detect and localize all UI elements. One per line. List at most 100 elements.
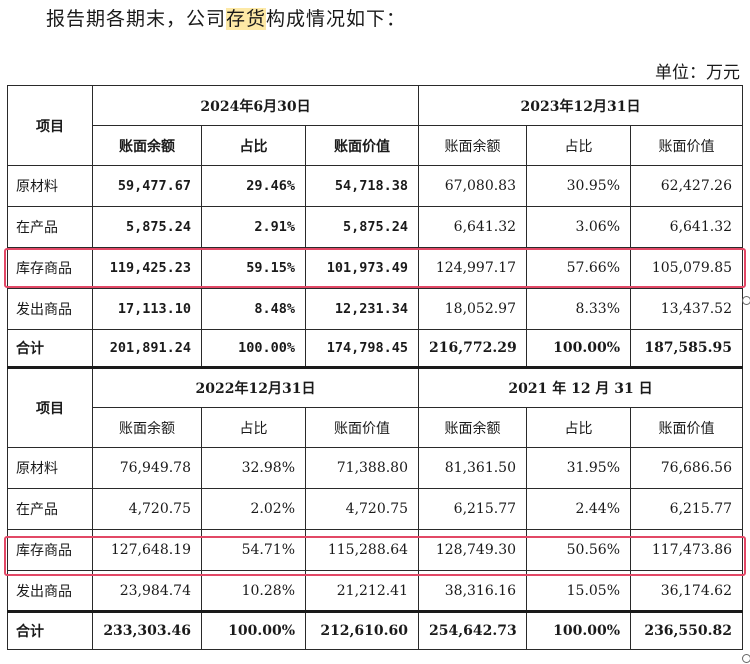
subheader-cell: 账面价值: [304, 407, 420, 448]
value-cell: 2.44%: [526, 488, 632, 530]
value-cell: 18,052.97: [418, 288, 528, 330]
period-header: 2021 年 12 月 31 日: [418, 367, 744, 408]
value-cell: 54.71%: [201, 529, 306, 571]
value-cell: 23,984.74: [92, 570, 202, 612]
subheader-cell: 占比: [201, 407, 306, 448]
value-cell: 59.15%: [201, 247, 306, 289]
subheader-cell: 账面余额: [92, 125, 202, 166]
value-cell: 71,388.80: [304, 447, 420, 489]
value-cell: 236,550.82: [630, 610, 744, 650]
value-cell: 50.56%: [526, 529, 632, 571]
value-cell: 29.46%: [201, 165, 306, 207]
value-cell: 6,215.77: [418, 488, 528, 530]
item-header: 项目: [7, 367, 93, 448]
subheader-cell: 账面价值: [630, 407, 744, 448]
value-cell: 13,437.52: [630, 288, 744, 330]
resize-handle[interactable]: [742, 296, 750, 305]
highlighted-keyword: 存货: [226, 8, 267, 30]
value-cell: 3.06%: [526, 206, 632, 248]
value-cell: 10.28%: [201, 570, 306, 612]
row-label: 发出商品: [7, 288, 93, 330]
value-cell: 36,174.62: [630, 570, 744, 612]
value-cell: 100.00%: [526, 329, 632, 369]
value-cell: 201,891.24: [92, 329, 202, 369]
value-cell: 254,642.73: [418, 610, 528, 650]
value-cell: 119,425.23: [92, 247, 202, 289]
table-row: 原材料 59,477.67 29.46% 54,718.38 67,080.83…: [7, 165, 744, 207]
intro-text-after: 构成情况如下：: [266, 8, 407, 30]
value-cell: 81,361.50: [418, 447, 528, 489]
value-cell: 2.91%: [201, 206, 306, 248]
table-row: 库存商品 127,648.19 54.71% 115,288.64 128,74…: [7, 529, 744, 571]
subheader-cell: 占比: [526, 407, 632, 448]
total-row: 合计 233,303.46 100.00% 212,610.60 254,642…: [7, 610, 744, 650]
value-cell: 4,720.75: [304, 488, 420, 530]
table-row: 库存商品 119,425.23 59.15% 101,973.49 124,99…: [7, 247, 744, 289]
intro-sentence: 报告期各期末，公司存货构成情况如下：: [46, 4, 406, 31]
value-cell: 2.02%: [201, 488, 306, 530]
period-header-row: 项目 2022年12月31日 2021 年 12 月 31 日: [7, 367, 744, 448]
value-cell: 76,949.78: [92, 447, 202, 489]
value-cell: 30.95%: [526, 165, 632, 207]
table-row: 原材料 76,949.78 32.98% 71,388.80 81,361.50…: [7, 447, 744, 489]
subheader-cell: 账面余额: [92, 407, 202, 448]
value-cell: 117,473.86: [630, 529, 744, 571]
item-header: 项目: [7, 85, 93, 166]
value-cell: 6,641.32: [418, 206, 528, 248]
period-header-row: 项目 2024年6月30日 2023年12月31日: [7, 85, 744, 166]
value-cell: 8.48%: [201, 288, 306, 330]
value-cell: 57.66%: [526, 247, 632, 289]
value-cell: 6,641.32: [630, 206, 744, 248]
subheader-cell: 账面价值: [304, 125, 420, 166]
value-cell: 21,212.41: [304, 570, 420, 612]
value-cell: 5,875.24: [92, 206, 202, 248]
value-cell: 128,749.30: [418, 529, 528, 571]
period-header: 2023年12月31日: [418, 85, 744, 126]
table-row: 在产品 4,720.75 2.02% 4,720.75 6,215.77 2.4…: [7, 488, 744, 530]
value-cell: 174,798.45: [304, 329, 420, 369]
value-cell: 187,585.95: [630, 329, 744, 369]
value-cell: 124,997.17: [418, 247, 528, 289]
value-cell: 5,875.24: [304, 206, 420, 248]
subheader-cell: 账面余额: [418, 407, 528, 448]
value-cell: 12,231.34: [304, 288, 420, 330]
value-cell: 76,686.56: [630, 447, 744, 489]
value-cell: 31.95%: [526, 447, 632, 489]
value-cell: 62,427.26: [630, 165, 744, 207]
subheader-row: 账面余额 占比 账面价值 账面余额 占比 账面价值: [8, 407, 744, 448]
value-cell: 100.00%: [201, 329, 306, 369]
value-cell: 4,720.75: [92, 488, 202, 530]
resize-handle[interactable]: [742, 654, 750, 663]
value-cell: 67,080.83: [418, 165, 528, 207]
table-row: 发出商品 17,113.10 8.48% 12,231.34 18,052.97…: [7, 288, 744, 330]
value-cell: 32.98%: [201, 447, 306, 489]
subheader-row: 账面余额 占比 账面价值 账面余额 占比 账面价值: [8, 125, 744, 166]
inventory-table: 项目 2024年6月30日 2023年12月31日 账面余额 占比 账面价值 账…: [7, 85, 744, 650]
row-label: 在产品: [7, 206, 93, 248]
row-label: 库存商品: [7, 529, 93, 571]
table-row: 发出商品 23,984.74 10.28% 21,212.41 38,316.1…: [7, 570, 744, 612]
value-cell: 233,303.46: [92, 610, 202, 650]
value-cell: 38,316.16: [418, 570, 528, 612]
unit-label: 单位：万元: [655, 63, 740, 83]
subheader-cell: 占比: [201, 125, 306, 166]
value-cell: 212,610.60: [304, 610, 420, 650]
row-label: 发出商品: [7, 570, 93, 612]
value-cell: 105,079.85: [630, 247, 744, 289]
value-cell: 15.05%: [526, 570, 632, 612]
row-label: 合计: [7, 329, 93, 369]
row-label: 原材料: [7, 447, 93, 489]
intro-text-before: 报告期各期末，公司: [46, 8, 227, 30]
value-cell: 8.33%: [526, 288, 632, 330]
value-cell: 101,973.49: [304, 247, 420, 289]
row-label: 合计: [7, 610, 93, 650]
value-cell: 54,718.38: [304, 165, 420, 207]
value-cell: 127,648.19: [92, 529, 202, 571]
subheader-cell: 账面余额: [418, 125, 528, 166]
row-label: 库存商品: [7, 247, 93, 289]
row-label: 在产品: [7, 488, 93, 530]
row-label: 原材料: [7, 165, 93, 207]
value-cell: 216,772.29: [418, 329, 528, 369]
value-cell: 100.00%: [201, 610, 306, 650]
period-header: 2024年6月30日: [91, 85, 420, 126]
